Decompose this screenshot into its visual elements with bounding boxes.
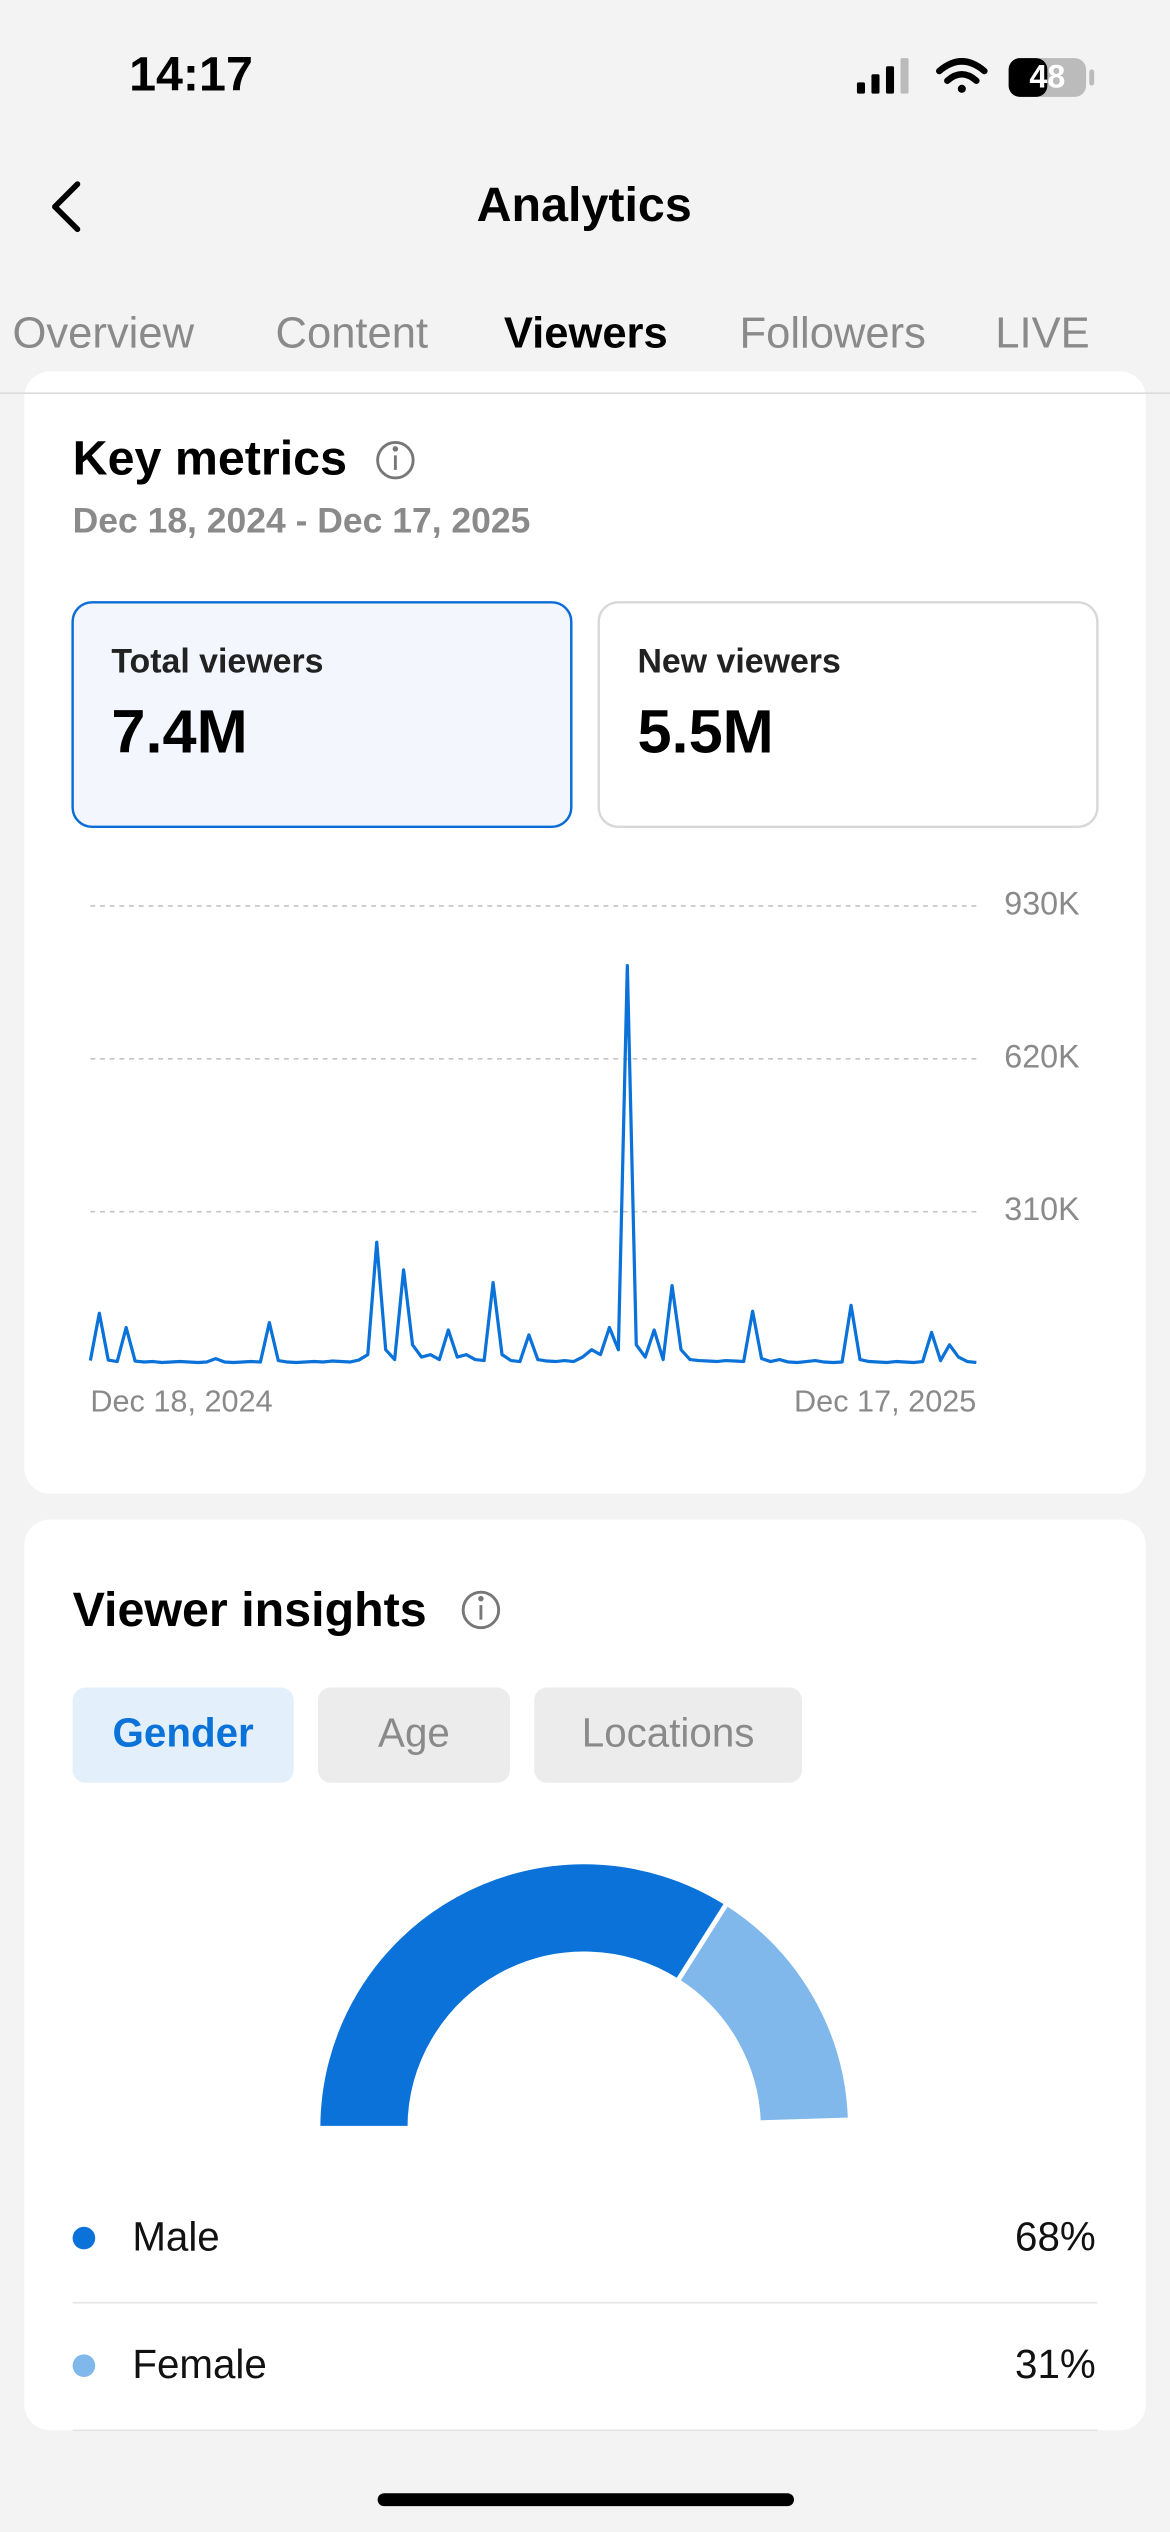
pie-segment — [674, 1899, 853, 2126]
section-title: Key metrics — [73, 432, 347, 486]
legend-label: Female — [132, 2341, 266, 2387]
filter-chip[interactable] — [72, 1687, 294, 1783]
tab-bar: Overview Content Viewers Followers LIVE — [12, 309, 1090, 391]
tab[interactable]: Followers — [740, 309, 926, 357]
legend-label: Male — [132, 2213, 219, 2259]
metric-label: New viewers — [637, 643, 840, 681]
legend-dot — [72, 2226, 96, 2250]
y-tick-label: 620K — [1004, 1038, 1080, 1074]
legend-dot — [72, 2354, 96, 2377]
battery-level: 48 — [1029, 59, 1065, 95]
line-chart: 310K 620K 930K Dec 18, 2024 Dec 17, 2025 — [88, 885, 1080, 1418]
home-indicator — [377, 2493, 794, 2507]
tab[interactable]: Viewers — [504, 309, 668, 357]
status-time: 14:17 — [129, 47, 253, 101]
x-tick-label: Dec 18, 2024 — [90, 1384, 272, 1418]
tab[interactable]: Content — [276, 309, 429, 357]
tab[interactable]: LIVE — [995, 309, 1089, 357]
y-tick-label: 310K — [1004, 1191, 1080, 1227]
filter-label[interactable]: Age — [378, 1710, 450, 1756]
gender-chart: Male 68% Female 31% — [72, 1859, 1098, 2432]
metric-card[interactable] — [71, 601, 573, 828]
x-tick-label: Dec 17, 2025 — [794, 1384, 976, 1418]
y-tick-label: 930K — [1004, 885, 1080, 921]
metric-label: Total viewers — [111, 643, 323, 681]
metric-card[interactable] — [597, 601, 1099, 828]
pie-segment — [315, 1859, 731, 2131]
wifi-icon — [935, 58, 988, 93]
filter-chip[interactable] — [534, 1687, 803, 1783]
metric-value: 7.4M — [111, 697, 247, 766]
filter-label[interactable]: Gender — [113, 1710, 254, 1756]
battery-icon: 48 — [1008, 58, 1095, 97]
viewer-insights-card — [24, 1519, 1146, 2431]
value-label: 31% — [1015, 2341, 1096, 2387]
page-title: Analytics — [477, 178, 692, 232]
back-button[interactable] — [52, 181, 81, 233]
info-icon[interactable] — [376, 441, 415, 480]
filter-chip[interactable] — [317, 1687, 510, 1783]
info-icon[interactable] — [461, 1590, 501, 1630]
tab[interactable]: Overview — [12, 309, 194, 357]
filter-bar: Gender Age Locations — [72, 1687, 803, 1783]
date-range: Dec 18, 2024 - Dec 17, 2025 — [73, 501, 531, 541]
line-series — [88, 963, 977, 1365]
signal-icon — [856, 58, 909, 94]
value-label: 68% — [1015, 2213, 1096, 2259]
section-title: Viewer insights — [73, 1583, 427, 1637]
metric-value: 5.5M — [637, 697, 773, 766]
filter-label[interactable]: Locations — [582, 1710, 755, 1756]
